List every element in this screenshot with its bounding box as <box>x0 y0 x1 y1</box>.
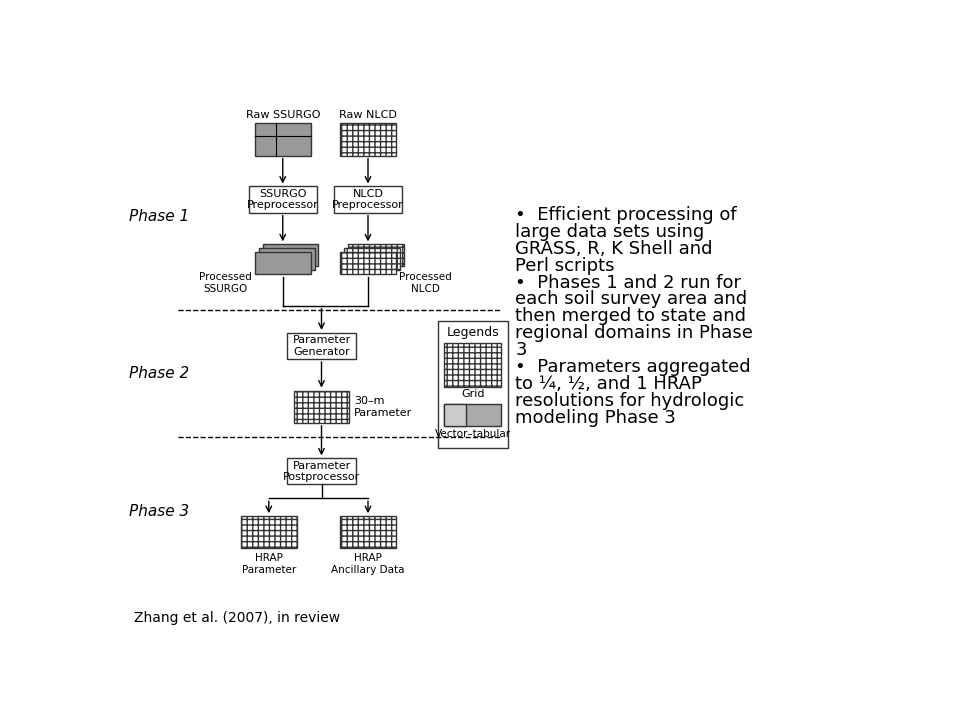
Text: 3: 3 <box>516 341 527 359</box>
Bar <box>241 516 297 549</box>
Bar <box>438 321 508 449</box>
Bar <box>340 516 396 549</box>
Text: Parameter
Postprocessor: Parameter Postprocessor <box>283 461 360 482</box>
Bar <box>259 248 315 270</box>
Text: then merged to state and: then merged to state and <box>516 307 746 325</box>
Bar <box>287 333 355 359</box>
Text: •  Phases 1 and 2 run for: • Phases 1 and 2 run for <box>516 274 741 292</box>
Bar <box>254 252 311 274</box>
Bar <box>340 252 396 274</box>
Bar <box>444 405 501 426</box>
Text: modeling Phase 3: modeling Phase 3 <box>516 409 676 427</box>
Bar <box>334 186 402 212</box>
Text: Processed
NLCD: Processed NLCD <box>399 272 452 294</box>
Text: GRASS, R, K Shell and: GRASS, R, K Shell and <box>516 240 712 258</box>
Text: Processed
SSURGO: Processed SSURGO <box>199 272 252 294</box>
Text: Zhang et al. (2007), in review: Zhang et al. (2007), in review <box>134 611 340 626</box>
Text: •  Efficient processing of: • Efficient processing of <box>516 206 737 224</box>
Text: Perl scripts: Perl scripts <box>516 256 614 274</box>
Bar <box>287 459 355 485</box>
Text: Grid: Grid <box>461 389 485 399</box>
Text: HRAP
Ancillary Data: HRAP Ancillary Data <box>331 553 405 575</box>
Bar <box>254 123 311 156</box>
Text: SSURGO
Preprocessor: SSURGO Preprocessor <box>247 189 319 210</box>
Text: Legends: Legends <box>446 325 499 338</box>
Text: Raw SSURGO: Raw SSURGO <box>246 110 320 120</box>
Text: large data sets using: large data sets using <box>516 222 705 240</box>
Text: •  Parameters aggregated: • Parameters aggregated <box>516 359 751 377</box>
Bar <box>340 123 396 156</box>
Text: to ¼, ½, and 1 HRAP: to ¼, ½, and 1 HRAP <box>516 375 702 393</box>
Bar <box>344 248 399 270</box>
Bar <box>444 405 466 426</box>
Bar <box>348 244 403 266</box>
Bar <box>249 186 317 212</box>
Text: Phase 1: Phase 1 <box>129 209 189 224</box>
Text: Phase 3: Phase 3 <box>129 504 189 519</box>
Bar <box>263 244 319 266</box>
Text: HRAP
Parameter: HRAP Parameter <box>242 553 296 575</box>
Text: each soil survey area and: each soil survey area and <box>516 290 748 308</box>
Text: Raw NLCD: Raw NLCD <box>339 110 396 120</box>
Text: regional domains in Phase: regional domains in Phase <box>516 324 754 342</box>
Text: Vector–tabular: Vector–tabular <box>435 429 511 439</box>
Text: resolutions for hydrologic: resolutions for hydrologic <box>516 392 745 410</box>
Text: 30–m
Parameter: 30–m Parameter <box>354 396 412 418</box>
Text: Parameter
Generator: Parameter Generator <box>293 335 350 356</box>
Bar <box>444 343 501 387</box>
Text: Phase 2: Phase 2 <box>129 366 189 381</box>
Text: NLCD
Preprocessor: NLCD Preprocessor <box>332 189 404 210</box>
Bar <box>294 390 349 423</box>
